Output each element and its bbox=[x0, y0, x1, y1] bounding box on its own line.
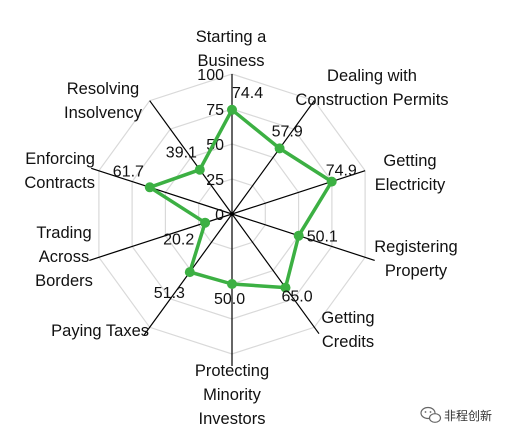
tick-label-0: 0 bbox=[215, 207, 224, 224]
spoke-getting-electricity bbox=[231, 170, 366, 215]
data-point-protecting-minority-investors bbox=[227, 279, 237, 289]
data-label-starting-a-business: 74.4 bbox=[232, 85, 263, 102]
data-label-getting-credits: 65.0 bbox=[282, 289, 313, 306]
data-label-registering-property: 50.1 bbox=[307, 229, 338, 246]
data-label-trading-across-borders: 20.2 bbox=[163, 232, 194, 249]
category-label-trading-across-borders: Trading Across Borders bbox=[35, 224, 93, 290]
data-label-protecting-minority-investors: 50.0 bbox=[214, 291, 245, 308]
data-label-paying-taxes: 51.3 bbox=[154, 285, 185, 302]
category-label-starting-a-business: Starting a Business bbox=[196, 28, 267, 70]
data-point-dealing-with-construction-permits bbox=[274, 143, 285, 154]
data-label-getting-electricity: 74.9 bbox=[326, 163, 357, 180]
tick-label-100: 100 bbox=[197, 67, 224, 84]
category-label-resolving-insolvency: Resolving Insolvency bbox=[64, 80, 143, 122]
wechat-logo-icon bbox=[420, 406, 442, 423]
series-line-group bbox=[144, 104, 337, 293]
data-label-dealing-with-construction-permits: 57.9 bbox=[272, 123, 303, 140]
category-labels: Starting a Business Dealing with Constructi… bbox=[24, 28, 457, 428]
data-point-enforcing-contracts bbox=[144, 182, 155, 193]
spoke-resolving-insolvency bbox=[149, 100, 233, 215]
data-labels: 74.4 57.9 74.9 50.1 65.0 50.0 51.3 20.2 61.7 39.1 bbox=[113, 85, 357, 308]
data-point-getting-electricity bbox=[326, 176, 337, 187]
spoke-dealing-with-construction-permits bbox=[231, 100, 315, 215]
category-label-getting-electricity: Getting Electricity bbox=[375, 152, 446, 194]
category-label-enforcing-contracts: Enforcing Contracts bbox=[24, 150, 95, 192]
data-point-resolving-insolvency bbox=[194, 164, 205, 175]
data-label-resolving-insolvency: 39.1 bbox=[166, 145, 197, 162]
data-label-enforcing-contracts: 61.7 bbox=[113, 163, 144, 180]
category-label-protecting-minority-investors: Protecting Minority Investors bbox=[195, 362, 269, 428]
data-point-registering-property bbox=[293, 230, 304, 241]
category-label-paying-taxes: Paying Taxes bbox=[51, 322, 149, 340]
tick-label-75: 75 bbox=[206, 102, 224, 119]
tick-label-25: 25 bbox=[206, 172, 224, 189]
spoke-getting-credits bbox=[231, 213, 320, 335]
spoke-trading-across-borders bbox=[89, 213, 233, 261]
spoke-enforcing-contracts bbox=[91, 167, 233, 215]
watermark-text: 非程创新 bbox=[444, 408, 492, 423]
series-line bbox=[148, 108, 334, 290]
data-point-trading-across-borders bbox=[200, 217, 211, 228]
data-point-paying-taxes bbox=[184, 267, 195, 278]
watermark: 非程创新 bbox=[420, 406, 492, 423]
data-point-getting-credits bbox=[280, 282, 291, 293]
category-label-dealing-with-construction-permits: Dealing with Construction Permits bbox=[295, 67, 448, 109]
category-label-getting-credits: Getting Credits bbox=[321, 309, 374, 351]
data-point-starting-a-business bbox=[227, 104, 237, 115]
category-label-registering-property: Registering Property bbox=[374, 238, 457, 280]
